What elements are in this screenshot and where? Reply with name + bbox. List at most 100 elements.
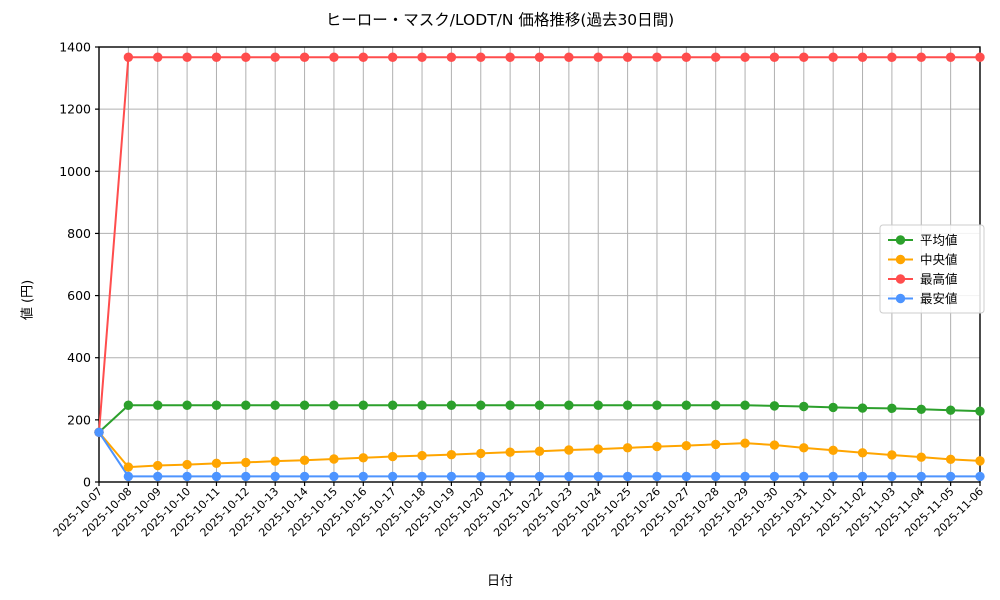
series-marker-最高値 (299, 52, 310, 62)
y-axis-ticks: 0 200 400 600 800 1000 1200 1400 (59, 40, 99, 490)
series-marker-平均値 (564, 400, 574, 410)
series-marker-最高値 (564, 52, 574, 62)
series-marker-最高値 (857, 52, 868, 62)
series-marker-最高値 (123, 52, 134, 62)
y-tick-label: 1400 (59, 40, 91, 55)
series-marker-中央値 (476, 448, 486, 459)
series-marker-最高値 (769, 52, 780, 62)
series-marker-平均値 (828, 402, 838, 413)
series-marker-最高値 (828, 52, 838, 62)
series-marker-中央値 (828, 445, 838, 456)
y-tick-label: 1000 (59, 164, 91, 179)
series-marker-最高値 (945, 52, 956, 62)
legend-swatch-marker (895, 293, 906, 304)
series-marker-最高値 (622, 52, 633, 62)
series-marker-最高値 (387, 52, 398, 62)
series-marker-中央値 (329, 454, 339, 464)
series-marker-中央値 (534, 446, 545, 456)
series-marker-最安値 (182, 471, 192, 482)
series-marker-平均値 (652, 400, 662, 410)
series-marker-平均値 (358, 400, 368, 410)
x-axis-ticks: 2025-10-072025-10-082025-10-092025-10-10… (51, 482, 986, 539)
series-marker-中央値 (887, 450, 897, 460)
series-marker-最安値 (505, 471, 515, 482)
series-marker-最安値 (534, 471, 545, 482)
series-marker-最安値 (270, 471, 280, 482)
series-marker-平均値 (476, 400, 486, 410)
series-marker-最高値 (329, 52, 339, 62)
series-marker-最安値 (123, 471, 134, 482)
series-marker-平均値 (241, 400, 251, 410)
series-marker-最安値 (593, 471, 603, 482)
series-marker-平均値 (769, 401, 780, 411)
series-marker-平均値 (417, 400, 427, 410)
series-marker-中央値 (417, 450, 427, 461)
y-tick-label: 800 (67, 226, 91, 241)
series-marker-中央値 (711, 439, 721, 450)
series-marker-最安値 (387, 471, 398, 482)
legend-label: 最高値 (920, 272, 958, 287)
series-marker-中央値 (652, 441, 662, 452)
series-marker-中央値 (299, 455, 310, 465)
series-marker-中央値 (182, 459, 192, 470)
series-marker-最安値 (711, 471, 721, 482)
series-marker-中央値 (593, 444, 603, 454)
series-marker-中央値 (799, 443, 809, 453)
data-series-layer (94, 52, 985, 482)
series-marker-最安値 (652, 471, 662, 482)
series-marker-中央値 (211, 458, 222, 469)
series-marker-平均値 (916, 404, 926, 414)
series-marker-中央値 (622, 443, 633, 453)
series-marker-平均値 (270, 400, 280, 410)
series-marker-平均値 (299, 400, 310, 410)
series-marker-中央値 (740, 438, 750, 448)
series-marker-中央値 (505, 447, 515, 457)
series-marker-中央値 (123, 462, 134, 472)
series-marker-最高値 (358, 52, 368, 62)
series-marker-最高値 (740, 52, 750, 62)
series-marker-中央値 (916, 452, 926, 462)
series-marker-最高値 (799, 52, 809, 62)
series-marker-平均値 (446, 400, 457, 410)
grid-layer (98, 46, 981, 483)
series-marker-中央値 (358, 453, 368, 463)
series-marker-最安値 (740, 471, 750, 482)
series-marker-最安値 (241, 471, 251, 482)
y-tick-label: 400 (67, 350, 91, 365)
series-marker-最安値 (799, 471, 809, 482)
series-marker-最安値 (476, 471, 486, 482)
series-marker-平均値 (387, 400, 398, 410)
series-marker-中央値 (241, 457, 251, 468)
series-marker-最高値 (975, 52, 985, 62)
legend-box (879, 224, 985, 314)
legend-label: 最安値 (920, 291, 958, 306)
series-marker-最高値 (681, 52, 692, 62)
legend-swatch-marker (895, 235, 906, 245)
series-marker-最高値 (417, 52, 427, 62)
legend-swatch-marker (895, 274, 906, 284)
series-marker-平均値 (123, 400, 134, 410)
series-marker-最安値 (446, 471, 457, 482)
series-marker-最安値 (945, 471, 956, 482)
legend-label: 平均値 (920, 233, 958, 248)
series-marker-中央値 (270, 456, 280, 466)
series-marker-最安値 (681, 471, 692, 482)
series-marker-平均値 (182, 400, 192, 410)
series-marker-中央値 (945, 454, 956, 465)
series-marker-最高値 (593, 52, 603, 62)
series-marker-最安値 (857, 471, 868, 482)
series-marker-平均値 (329, 400, 339, 410)
series-marker-最高値 (270, 52, 280, 62)
series-marker-平均値 (153, 400, 163, 410)
series-marker-最高値 (652, 52, 662, 62)
series-marker-平均値 (945, 405, 956, 415)
series-marker-最安値 (975, 471, 985, 482)
series-marker-最高値 (505, 52, 515, 62)
series-marker-最高値 (534, 52, 545, 62)
series-marker-最安値 (916, 471, 926, 482)
series-marker-最安値 (887, 471, 897, 482)
series-marker-平均値 (975, 406, 985, 416)
series-marker-平均値 (534, 400, 545, 410)
series-marker-平均値 (681, 400, 692, 410)
